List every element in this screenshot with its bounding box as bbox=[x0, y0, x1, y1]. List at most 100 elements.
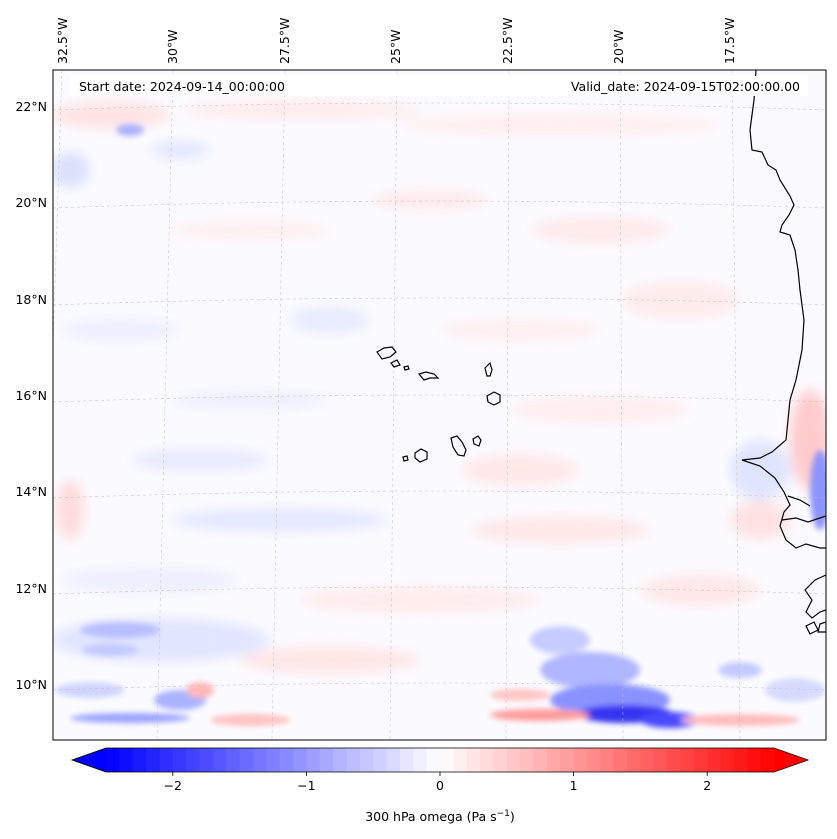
colorbar-segment bbox=[667, 748, 682, 772]
lon-label-27-5w: 27.5°W bbox=[277, 18, 292, 64]
colorbar-segment bbox=[346, 748, 361, 772]
colorbar-segments bbox=[106, 748, 775, 772]
colorbar-segment bbox=[680, 748, 695, 772]
cape-verde-sao-nicolau bbox=[417, 371, 440, 381]
colorbar-segment bbox=[747, 748, 762, 772]
colorbar-segment bbox=[560, 748, 575, 772]
colorbar-segment bbox=[159, 748, 174, 772]
coastline bbox=[376, 70, 826, 635]
colorbar-ticks: −2 −1 0 1 2 bbox=[164, 772, 711, 793]
colorbar-segment bbox=[627, 748, 641, 772]
map-panel[interactable]: Start date: 2024-09-14_00:00:00 Valid_da… bbox=[40, 70, 830, 740]
cape-verde-boa-vista bbox=[486, 391, 501, 406]
colorbar-segment bbox=[573, 748, 588, 772]
africa-coast bbox=[741, 70, 826, 549]
colorbar-segment bbox=[226, 748, 241, 772]
header-background bbox=[70, 76, 808, 96]
lat-label-22n: 22°N bbox=[15, 99, 47, 114]
colorbar-segment bbox=[733, 748, 748, 772]
colorbar-segment bbox=[399, 748, 414, 772]
valid-date-label: Valid_date: 2024-09-15T02:00:00.00 bbox=[571, 79, 800, 94]
cape-verde-santiago bbox=[450, 435, 467, 457]
colorbar-segment bbox=[333, 748, 348, 772]
lon-label-17-5w: 17.5°W bbox=[722, 18, 737, 64]
colorbar-segment bbox=[293, 748, 307, 772]
colorbar-label-suffix: ) bbox=[510, 809, 515, 824]
casamance-inlet bbox=[781, 515, 826, 523]
cape-verde-santo-antao bbox=[376, 346, 397, 360]
colorbar-tick-label: 0 bbox=[436, 778, 444, 793]
colorbar-segment bbox=[453, 748, 468, 772]
colorbar-segment bbox=[373, 748, 388, 772]
map-frame bbox=[52, 69, 827, 741]
lat-label-14n: 14°N bbox=[15, 484, 47, 499]
longitude-labels: 32.5°W 30°W 27.5°W 25°W 22.5°W 20°W 17.5… bbox=[55, 18, 737, 64]
colorbar-segment bbox=[359, 748, 374, 772]
colorbar-label-prefix: 300 hPa omega (Pa s bbox=[365, 809, 496, 824]
colorbar-segment bbox=[640, 748, 655, 772]
colorbar: −2 −1 0 1 2 300 hPa omega (Pa s−1) bbox=[70, 747, 810, 824]
colorbar-segment bbox=[199, 748, 214, 772]
lon-label-25w: 25°W bbox=[388, 29, 403, 64]
colorbar-max-extend bbox=[774, 748, 808, 772]
start-date-label: Start date: 2024-09-14_00:00:00 bbox=[79, 79, 285, 94]
latitude-labels: 22°N 20°N 18°N 16°N 14°N 12°N 10°N bbox=[15, 99, 47, 692]
colorbar-segment bbox=[546, 748, 561, 772]
colorbar-label: 300 hPa omega (Pa s−1) bbox=[365, 809, 515, 824]
lat-label-12n: 12°N bbox=[15, 581, 47, 596]
colorbar-segment bbox=[707, 748, 722, 772]
colorbar-segment bbox=[319, 748, 334, 772]
guinea-bissau-coast bbox=[804, 574, 826, 619]
lat-label-16n: 16°N bbox=[15, 388, 47, 403]
colorbar-segment bbox=[106, 748, 120, 772]
colorbar-tick-label: −1 bbox=[297, 778, 315, 793]
colorbar-segment bbox=[506, 748, 521, 772]
colorbar-segment bbox=[279, 748, 294, 772]
omega-field-strong bbox=[55, 124, 826, 728]
colorbar-segment bbox=[586, 748, 601, 772]
bijagos-islands bbox=[805, 621, 826, 635]
cape-verde-fogo bbox=[414, 448, 428, 463]
colorbar-segment bbox=[533, 748, 548, 772]
colorbar-segment bbox=[693, 748, 708, 772]
colorbar-segment bbox=[413, 748, 428, 772]
colorbar-tick-label: −2 bbox=[164, 778, 182, 793]
colorbar-segment bbox=[466, 748, 481, 772]
colorbar-segment bbox=[252, 748, 267, 772]
colorbar-outline bbox=[70, 747, 810, 773]
colorbar-segment bbox=[172, 748, 187, 772]
colorbar-tick-label: 1 bbox=[570, 778, 578, 793]
colorbar-segment bbox=[386, 748, 401, 772]
colorbar-segment bbox=[480, 748, 495, 772]
lon-label-30w: 30°W bbox=[165, 29, 180, 64]
colorbar-segment bbox=[306, 748, 321, 772]
colorbar-min-extend bbox=[72, 748, 106, 772]
colorbar-segment bbox=[720, 748, 735, 772]
lat-label-10n: 10°N bbox=[15, 677, 47, 692]
cape-verde-brava bbox=[402, 455, 409, 462]
colorbar-segment bbox=[426, 748, 441, 772]
gridlines bbox=[53, 70, 826, 740]
cape-verde-santa-luzia bbox=[403, 365, 410, 371]
lon-label-32-5w: 32.5°W bbox=[55, 18, 70, 64]
colorbar-segment bbox=[520, 748, 535, 772]
cape-verde-sao-vicente bbox=[390, 359, 401, 368]
cape-verde-maio bbox=[472, 435, 482, 447]
colorbar-segment bbox=[440, 748, 454, 772]
colorbar-segment bbox=[613, 748, 628, 772]
colorbar-segment bbox=[119, 748, 134, 772]
colorbar-label-exponent: −1 bbox=[497, 809, 510, 819]
colorbar-segment bbox=[653, 748, 668, 772]
colorbar-segment bbox=[239, 748, 254, 772]
colorbar-segment bbox=[266, 748, 281, 772]
colorbar-segment bbox=[132, 748, 147, 772]
lat-label-18n: 18°N bbox=[15, 292, 47, 307]
colorbar-segment bbox=[493, 748, 508, 772]
colorbar-segment bbox=[146, 748, 161, 772]
colorbar-segment bbox=[600, 748, 615, 772]
lon-label-22-5w: 22.5°W bbox=[500, 18, 515, 64]
cape-verde-sal bbox=[484, 361, 493, 377]
gambia-river bbox=[787, 495, 811, 507]
colorbar-tick-label: 2 bbox=[703, 778, 711, 793]
